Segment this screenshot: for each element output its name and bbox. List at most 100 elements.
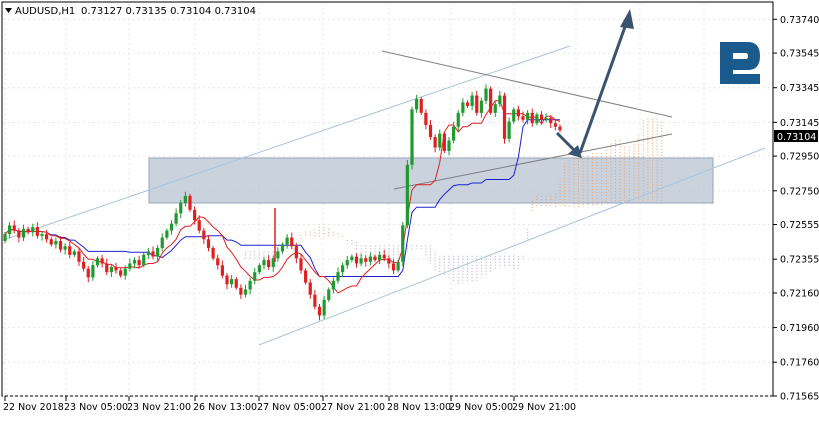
candle xyxy=(109,264,113,278)
price-tick-label: 0.73345 xyxy=(780,83,819,94)
candle xyxy=(502,92,507,144)
candle xyxy=(26,226,30,235)
candle xyxy=(63,243,67,255)
candle xyxy=(45,229,49,243)
candle xyxy=(456,110,460,132)
candle xyxy=(188,193,192,212)
candle xyxy=(119,268,123,278)
channel-upper-line xyxy=(2,45,571,241)
candle xyxy=(193,206,197,225)
price-tick-label: 0.73545 xyxy=(780,49,819,60)
candle xyxy=(290,232,294,249)
candle xyxy=(354,253,359,268)
candle xyxy=(410,106,414,170)
candle xyxy=(68,242,72,259)
candle xyxy=(479,97,483,118)
candle xyxy=(271,255,275,272)
candle xyxy=(415,94,419,113)
candle xyxy=(442,131,446,154)
candle xyxy=(373,254,377,263)
candle xyxy=(100,254,104,268)
candle xyxy=(86,265,90,283)
candle xyxy=(77,247,81,266)
candle xyxy=(220,260,224,279)
candle xyxy=(558,124,562,133)
candle xyxy=(58,236,63,253)
candle xyxy=(498,90,502,107)
price-tick-label: 0.72355 xyxy=(780,255,819,266)
candle xyxy=(475,90,479,116)
candle xyxy=(82,256,86,272)
candle xyxy=(419,96,423,115)
candle xyxy=(72,249,76,257)
candle xyxy=(526,110,530,125)
candle xyxy=(530,108,534,127)
candle xyxy=(225,272,229,290)
candle xyxy=(49,237,53,247)
candle xyxy=(405,159,409,229)
candle xyxy=(31,223,35,237)
candle xyxy=(151,246,155,260)
time-tick-label: 23 Nov 21:00 xyxy=(127,402,191,413)
symbol-timeframe: AUDUSD,H1 xyxy=(15,6,75,17)
candle xyxy=(253,268,257,285)
candle xyxy=(91,261,95,281)
candle xyxy=(12,220,16,234)
price-tick-label: 0.71565 xyxy=(780,392,819,403)
candle xyxy=(160,233,164,252)
candle xyxy=(313,289,317,310)
candle xyxy=(470,92,474,111)
chart-header: AUDUSD,H1 0.73127 0.73135 0.73104 0.7310… xyxy=(5,6,256,17)
dropdown-triangle-icon[interactable] xyxy=(5,8,12,13)
time-tick-label: 27 Nov 05:00 xyxy=(257,402,321,413)
candle xyxy=(197,215,201,234)
candle xyxy=(183,191,187,207)
candle xyxy=(387,255,391,269)
candle xyxy=(179,200,183,219)
candle xyxy=(336,267,340,284)
candle xyxy=(345,255,349,269)
candle xyxy=(317,304,322,321)
time-tick-label: 29 Nov 21:00 xyxy=(512,402,576,413)
time-tick-label: 28 Nov 13:00 xyxy=(387,402,451,413)
current-price-marker: 0.73104 xyxy=(774,130,818,143)
price-tick-label: 0.73740 xyxy=(780,15,819,26)
r-brand-logo xyxy=(720,42,760,84)
candle xyxy=(132,257,137,269)
candle xyxy=(489,86,493,115)
candle xyxy=(21,224,26,241)
support-resistance-zone xyxy=(148,157,714,204)
candle xyxy=(368,252,372,266)
candle xyxy=(341,262,345,278)
candle xyxy=(156,245,160,262)
candle xyxy=(202,227,206,245)
candle xyxy=(230,274,234,288)
candle xyxy=(54,237,58,249)
price-tick-label: 0.71960 xyxy=(780,323,819,334)
candle xyxy=(280,242,285,254)
candle xyxy=(553,119,557,131)
candle xyxy=(285,234,289,249)
candle xyxy=(95,256,100,268)
candle xyxy=(248,278,252,295)
candle xyxy=(401,221,405,266)
time-tick-label: 29 Nov 05:00 xyxy=(449,402,513,413)
price-tick-label: 0.72160 xyxy=(780,288,819,299)
candle xyxy=(3,231,7,244)
candle xyxy=(40,231,44,241)
price-axis[interactable]: 0.73740 0.73545 0.73345 0.73145 0.72950 0.727… xyxy=(773,15,819,403)
triangle-lower-line xyxy=(393,133,673,190)
price-tick-label: 0.72750 xyxy=(780,186,819,197)
candle xyxy=(146,247,150,260)
candle xyxy=(521,111,525,123)
candle xyxy=(137,255,141,269)
candle xyxy=(35,222,39,239)
time-tick-label: 26 Nov 13:00 xyxy=(193,402,257,413)
candle xyxy=(8,221,12,239)
candle xyxy=(359,253,363,267)
candle xyxy=(322,295,326,319)
time-tick-label: 27 Nov 21:00 xyxy=(321,402,385,413)
